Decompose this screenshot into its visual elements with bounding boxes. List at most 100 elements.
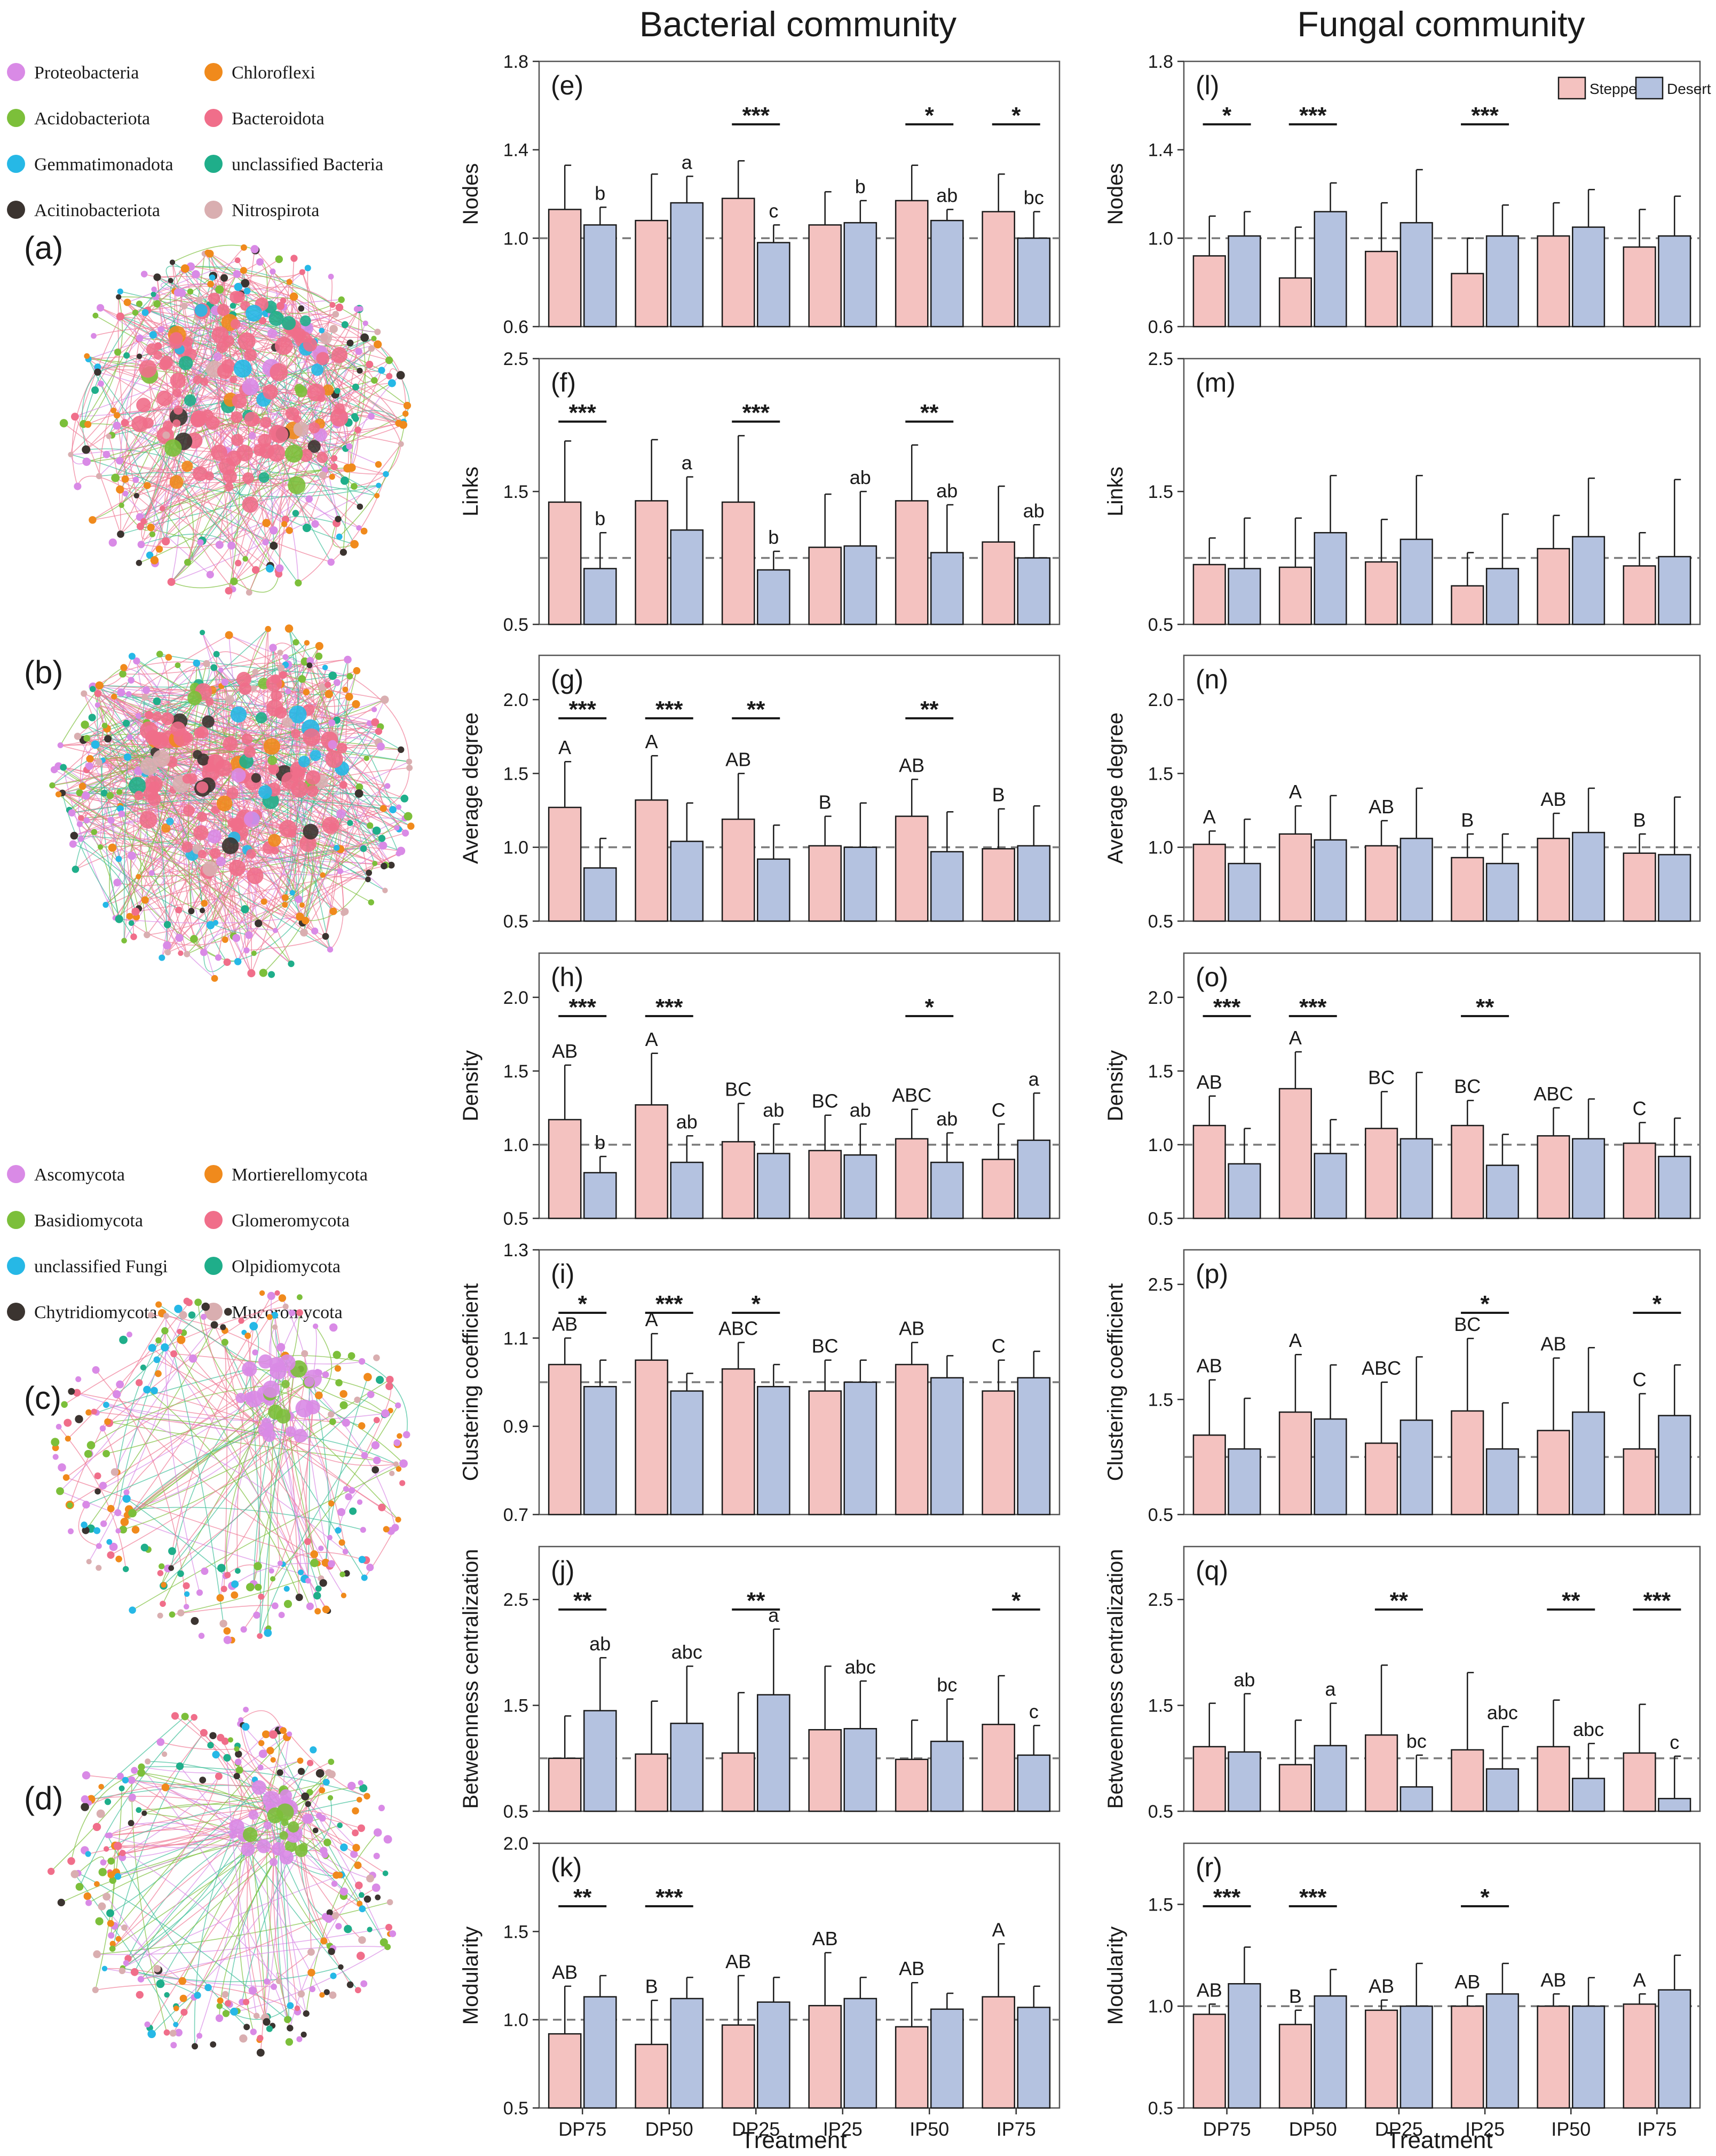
bacteria-legend-label: Acitinobacteriota — [34, 201, 160, 220]
network-node — [321, 1851, 329, 1858]
bar-desert — [1314, 1995, 1347, 2109]
network-node — [275, 564, 284, 573]
bar-steppe — [808, 2004, 842, 2109]
network-hub-node — [196, 781, 209, 794]
network-node — [357, 1499, 363, 1505]
bar-desert — [1399, 837, 1433, 922]
network-node — [302, 916, 310, 925]
network-edge — [194, 1849, 249, 2047]
network-node — [366, 1874, 374, 1883]
network-node — [129, 1793, 136, 1801]
network-node — [358, 1936, 366, 1944]
network-node — [234, 283, 242, 291]
network-graph — [51, 1290, 410, 1644]
network-node — [75, 1415, 83, 1423]
network-node — [121, 1924, 128, 1931]
bar-desert — [1314, 1745, 1347, 1812]
network-node — [60, 764, 67, 771]
network-node — [92, 312, 99, 319]
bar-steppe — [548, 806, 582, 922]
plot-frame — [538, 1249, 1061, 1516]
network-node — [339, 1401, 348, 1409]
network-edge — [242, 1725, 261, 1768]
network-node — [225, 2000, 231, 2007]
network-node — [357, 1900, 363, 1907]
network-node — [123, 298, 131, 306]
bar-desert — [583, 1172, 617, 1219]
network-node — [122, 1566, 129, 1572]
network-node — [307, 1969, 315, 1977]
network-node — [366, 360, 374, 369]
network-hub-node — [161, 712, 175, 726]
network-node — [55, 791, 62, 798]
network-node — [119, 670, 126, 678]
network-node — [368, 413, 375, 420]
bar-desert — [1572, 2005, 1606, 2109]
network-edge — [99, 685, 251, 854]
network-node — [267, 1291, 275, 1301]
bar-steppe — [1278, 1088, 1312, 1219]
network-node — [126, 913, 133, 920]
network-node — [122, 719, 130, 727]
network-node — [335, 1379, 343, 1386]
network-node — [344, 1925, 352, 1933]
network-node — [171, 1712, 179, 1720]
network-hub-node — [316, 451, 328, 463]
network-node — [50, 766, 58, 774]
network-node — [400, 794, 409, 803]
network-hub-node — [136, 398, 151, 413]
network-node — [177, 1609, 185, 1616]
letter-steppe: AB — [1369, 1975, 1394, 1997]
network-edge — [120, 1775, 291, 1846]
plot-frame — [538, 1545, 1061, 1812]
letter-steppe: C — [1633, 1098, 1647, 1120]
network-node — [351, 413, 358, 420]
network-hub-node — [164, 439, 182, 457]
network-hub-node — [292, 415, 301, 423]
network-hub-node — [244, 1392, 255, 1403]
bar-steppe — [548, 209, 582, 328]
network-edge — [306, 308, 360, 528]
network-node — [128, 1776, 136, 1784]
plot-frame — [538, 952, 1061, 1219]
panel-label: (h) — [551, 962, 583, 992]
bar-desert — [1228, 1751, 1261, 1812]
bar-steppe — [548, 2033, 582, 2109]
network-hub-node — [269, 1858, 278, 1866]
network-node — [356, 525, 362, 531]
bar-steppe — [1365, 250, 1398, 328]
network-node — [123, 352, 130, 359]
network-node — [276, 302, 284, 311]
network-node — [235, 1568, 241, 1574]
network-node — [305, 1578, 311, 1584]
network-node — [203, 660, 210, 668]
bar-desert — [843, 1727, 877, 1812]
bar-desert — [583, 1386, 617, 1516]
bar-steppe — [1451, 1749, 1484, 1812]
network-hub-node — [213, 352, 222, 361]
network-node — [232, 934, 241, 942]
network-node — [61, 1401, 68, 1408]
legend-label-desert: Desert — [1667, 81, 1711, 97]
significance-stars: *** — [1213, 1884, 1241, 1911]
network-hub-node — [216, 857, 226, 867]
bar-desert — [1399, 222, 1433, 328]
network-node — [196, 296, 203, 303]
network-node — [306, 1759, 314, 1766]
bar-steppe — [982, 1159, 1015, 1219]
letter-steppe: B — [992, 784, 1005, 806]
y-tick-label: 2.0 — [1148, 988, 1173, 1008]
network-node — [299, 902, 305, 908]
network-edge — [251, 714, 298, 974]
bacteria-legend-swatch — [7, 155, 25, 173]
network-node — [357, 1824, 366, 1832]
network-hub-node — [248, 1810, 259, 1820]
network-edge — [228, 635, 350, 677]
network-node — [97, 304, 105, 312]
y-tick-label: 1.5 — [503, 764, 528, 784]
network-edge — [172, 447, 355, 545]
network-node — [199, 907, 205, 914]
network-hub-node — [303, 823, 319, 839]
network-node — [284, 2016, 291, 2023]
network-node — [311, 927, 319, 935]
